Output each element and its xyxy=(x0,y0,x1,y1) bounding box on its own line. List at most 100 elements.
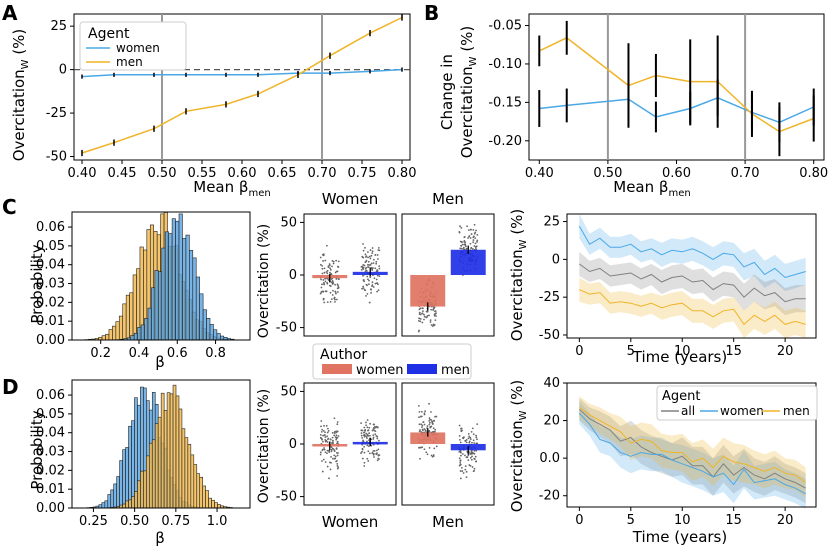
panel-c-bars-dot xyxy=(329,301,332,303)
panel-d-time-ytick-label: 0.0 xyxy=(539,451,560,466)
panel-d-bars-dot xyxy=(332,457,334,460)
panel-c-bars-dot xyxy=(327,265,330,268)
panel-c-bars-dot xyxy=(423,313,425,316)
panel-c-bars-dot xyxy=(418,317,421,320)
panel-c-bars-dot xyxy=(434,319,437,322)
panel-c-time-xtick-label: 0 xyxy=(575,344,583,359)
panel-d-hist-xtick-label: 1.0 xyxy=(207,514,228,529)
panel-d-bars-dot xyxy=(469,464,472,467)
panel-d-bars-dot xyxy=(360,452,362,454)
panel-d-bars-dot xyxy=(360,422,363,425)
panel-d-bars-dot xyxy=(333,450,336,453)
panel-a-xtick-label: 0.45 xyxy=(108,166,137,181)
panel-d-bars-dot xyxy=(465,476,468,479)
panel-d-bars-dot xyxy=(327,430,330,432)
panel-d-bars-dot xyxy=(372,453,375,456)
panel-c-bars-dot xyxy=(336,283,339,286)
panel-c-bars-dot xyxy=(326,282,329,285)
panel-c-bars-dot xyxy=(432,309,435,311)
panel-d-time-line-women xyxy=(578,412,806,495)
panel-c-time-line-women xyxy=(578,225,806,279)
panel-c-bars-dot xyxy=(474,231,477,234)
panel-d-bars-dot xyxy=(460,451,462,454)
panel-d-bars-dot xyxy=(431,423,434,425)
panel-d-bars-dot xyxy=(428,446,431,449)
panel-c-bars-dot xyxy=(362,287,365,289)
panel-b-ylabel: OvercitationW (%) xyxy=(458,26,479,159)
panel-d-bars-dot xyxy=(435,415,438,418)
panel-c-hist-bar-blue xyxy=(140,324,145,341)
panel-d-bars-dot xyxy=(333,454,336,457)
panel-c-histogram: 0.2 0.4 0.6 0.8 0.00 0.01 0.02 0.03 0.04 0.05 0.06… xyxy=(28,211,251,371)
panel-d-bars-dot xyxy=(429,421,431,424)
panel-d-bars-dot xyxy=(432,420,435,422)
panel-d-hist-ytick-label: 0.02 xyxy=(36,463,65,478)
panel-d-bars-dot xyxy=(326,441,329,443)
panel-d-legend-title: Agent xyxy=(662,389,700,404)
panel-d-hist-ytick-label: 0.04 xyxy=(36,426,65,441)
panel-d-bars-dot xyxy=(322,429,325,432)
panel-d-bars-dot xyxy=(465,441,468,444)
panel-d-bars-dot xyxy=(435,445,438,448)
author-legend-women: women xyxy=(356,363,404,378)
panel-c-time-area: 0 5 10 15 20 25 0 -25 -50 xyxy=(539,213,817,359)
panel-letter-c: C xyxy=(2,195,17,219)
panel-c-bars-dot xyxy=(370,254,373,257)
panel-c-hist-ytick-label: 0.01 xyxy=(36,314,65,329)
panel-d-hist-bar-orange xyxy=(122,503,126,509)
panel-c-bars-dot xyxy=(460,244,462,247)
panel-c-bars-dot xyxy=(326,272,329,275)
panel-c-hist-ytick-label: 0.06 xyxy=(36,220,65,235)
panel-c-bars-dot xyxy=(419,318,422,320)
panel-d-bars-dot xyxy=(464,465,467,468)
panel-d-bars-dot xyxy=(368,452,371,455)
panel-d-bars-dot xyxy=(419,429,421,431)
panel-d-bars-dot xyxy=(324,439,327,441)
panel-d-bars-dot xyxy=(319,453,322,456)
panel-d-bars-dot xyxy=(321,428,324,431)
panel-d-bars-bar-men-women xyxy=(410,432,446,444)
panel-c-bars-dot xyxy=(423,315,426,318)
panel-c-bars-dot xyxy=(321,267,324,270)
panel-d-hist-bar-orange xyxy=(163,410,168,509)
panel-c-bars-dot xyxy=(459,225,461,228)
panel-d-bars-dot xyxy=(465,470,468,473)
panel-c-bars-dot xyxy=(330,281,333,284)
panel-d-hist-bar-orange xyxy=(181,428,186,509)
panel-c-bars-dot xyxy=(321,272,324,275)
panel-c-bars-dot xyxy=(470,246,473,249)
panel-b-xlabel: Mean βmen xyxy=(613,178,690,199)
panel-c-bars-dot xyxy=(378,265,381,268)
panel-d-bars-dot xyxy=(470,430,473,433)
panel-c-bars-dot xyxy=(336,270,339,273)
panel-d-bars-dot xyxy=(464,440,467,442)
panel-d-bars-dot xyxy=(372,450,375,452)
panel-c-bars-dot xyxy=(433,314,436,317)
panel-d-bars-dot xyxy=(426,425,429,427)
panel-c-bars-dot xyxy=(361,256,364,258)
panel-d-hist-ytick-label: 0.06 xyxy=(36,388,65,403)
panel-d-hist-bar-orange xyxy=(202,485,206,509)
panel-c-bars-dot xyxy=(324,290,327,293)
panel-d-bars-dot xyxy=(461,453,464,455)
panel-a-line-women xyxy=(81,68,403,78)
panel-c-bars-dot xyxy=(320,278,322,281)
panel-c-bars-dot xyxy=(335,277,338,280)
panel-d-bars-dot xyxy=(326,465,329,468)
panel-d-bars-dot xyxy=(473,467,476,470)
panel-d-bars-dot xyxy=(432,427,435,430)
panel-d-bars-dot xyxy=(326,449,329,452)
panel-c-bars-dot xyxy=(362,274,364,277)
panel-c-hist-ytick-label: 0.03 xyxy=(36,277,65,292)
panel-c-hist-bar-blue xyxy=(209,324,214,341)
panel-d-bars-dot xyxy=(460,429,463,432)
panel-d-hist-xtick-label: 0.75 xyxy=(161,514,190,529)
panel-c-bars-dot xyxy=(421,312,424,315)
panel-c-bars-dot xyxy=(362,279,365,282)
panel-a-xtick-label: 0.60 xyxy=(228,166,257,181)
panel-c-hist-bar-blue xyxy=(178,213,183,341)
panel-d-time-area: 0 5 10 15 20 40 20 0.0 -20 xyxy=(539,376,817,528)
panel-c-bars-dot xyxy=(470,233,473,235)
panel-c-bars-dot xyxy=(433,324,436,326)
panel-d-bars-dot xyxy=(433,430,436,433)
